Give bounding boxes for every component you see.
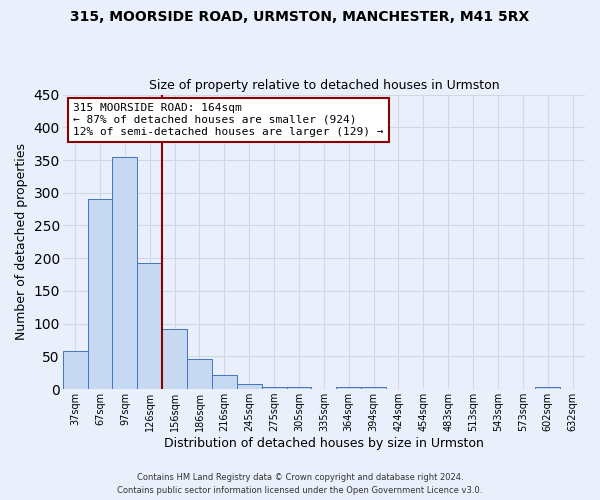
Bar bbox=[187, 359, 212, 389]
Bar bbox=[287, 387, 311, 389]
Bar bbox=[137, 264, 162, 389]
Bar bbox=[237, 384, 262, 389]
X-axis label: Distribution of detached houses by size in Urmston: Distribution of detached houses by size … bbox=[164, 437, 484, 450]
Bar bbox=[361, 387, 386, 389]
Text: 315 MOORSIDE ROAD: 164sqm
← 87% of detached houses are smaller (924)
12% of semi: 315 MOORSIDE ROAD: 164sqm ← 87% of detac… bbox=[73, 104, 383, 136]
Bar bbox=[63, 351, 88, 389]
Bar bbox=[162, 329, 187, 389]
Text: Contains HM Land Registry data © Crown copyright and database right 2024.
Contai: Contains HM Land Registry data © Crown c… bbox=[118, 474, 482, 495]
Bar bbox=[88, 200, 112, 389]
Bar bbox=[112, 157, 137, 389]
Title: Size of property relative to detached houses in Urmston: Size of property relative to detached ho… bbox=[149, 79, 499, 92]
Y-axis label: Number of detached properties: Number of detached properties bbox=[15, 144, 28, 340]
Bar bbox=[212, 376, 237, 389]
Bar bbox=[262, 387, 287, 389]
Bar bbox=[535, 387, 560, 389]
Text: 315, MOORSIDE ROAD, URMSTON, MANCHESTER, M41 5RX: 315, MOORSIDE ROAD, URMSTON, MANCHESTER,… bbox=[70, 10, 530, 24]
Bar bbox=[336, 387, 361, 389]
